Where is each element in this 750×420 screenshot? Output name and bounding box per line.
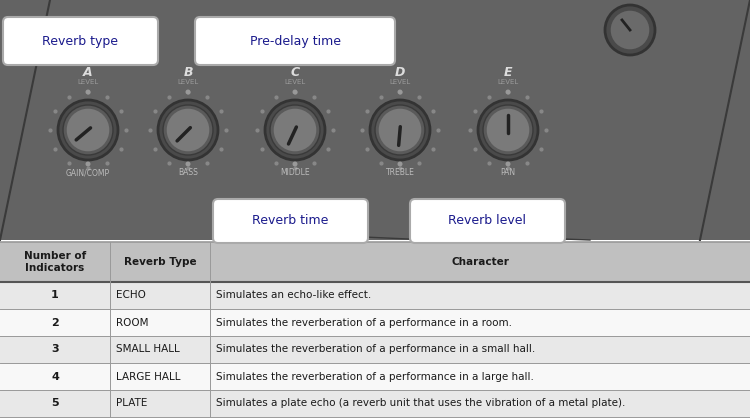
FancyBboxPatch shape [0, 390, 750, 417]
Text: Reverb level: Reverb level [448, 215, 526, 228]
Text: Simulates the reverberation of a performance in a large hall.: Simulates the reverberation of a perform… [216, 372, 534, 381]
Text: 1: 1 [51, 291, 58, 300]
FancyBboxPatch shape [0, 0, 750, 240]
Circle shape [398, 162, 403, 166]
Circle shape [273, 108, 317, 152]
Circle shape [265, 100, 325, 160]
Circle shape [158, 100, 218, 160]
FancyBboxPatch shape [0, 309, 750, 336]
Text: PAN: PAN [500, 168, 515, 177]
Circle shape [506, 89, 511, 94]
Text: MIDDLE: MIDDLE [280, 168, 310, 177]
Text: Character: Character [451, 257, 509, 267]
Text: LEVEL: LEVEL [77, 79, 99, 85]
Text: PLATE: PLATE [116, 399, 147, 409]
Circle shape [185, 89, 190, 94]
FancyBboxPatch shape [0, 242, 750, 282]
Text: Reverb Type: Reverb Type [124, 257, 196, 267]
Text: D: D [394, 66, 405, 79]
Circle shape [486, 108, 530, 152]
Circle shape [370, 100, 430, 160]
Circle shape [478, 100, 538, 160]
Text: Reverb time: Reverb time [252, 215, 328, 228]
Text: ROOM: ROOM [116, 318, 148, 328]
Text: A: A [83, 66, 93, 79]
Text: LARGE HALL: LARGE HALL [116, 372, 181, 381]
FancyBboxPatch shape [195, 17, 395, 65]
Circle shape [270, 105, 320, 155]
Text: B: B [183, 66, 193, 79]
Circle shape [292, 162, 298, 166]
Text: Reverb type: Reverb type [43, 34, 118, 47]
Circle shape [185, 162, 190, 166]
Text: Simulates an echo-like effect.: Simulates an echo-like effect. [216, 291, 371, 300]
Text: TREBLE: TREBLE [386, 168, 415, 177]
Circle shape [610, 10, 650, 50]
Text: Simulates the reverberation of a performance in a small hall.: Simulates the reverberation of a perform… [216, 344, 536, 354]
Text: Simulates a plate echo (a reverb unit that uses the vibration of a metal plate).: Simulates a plate echo (a reverb unit th… [216, 399, 626, 409]
Text: LEVEL: LEVEL [389, 79, 411, 85]
Text: 3: 3 [51, 344, 58, 354]
Circle shape [398, 89, 403, 94]
Circle shape [63, 105, 113, 155]
FancyBboxPatch shape [0, 336, 750, 363]
Circle shape [86, 89, 91, 94]
Text: LEVEL: LEVEL [497, 79, 519, 85]
Text: 2: 2 [51, 318, 58, 328]
Text: BASS: BASS [178, 168, 198, 177]
FancyBboxPatch shape [410, 199, 565, 243]
Circle shape [605, 5, 655, 55]
Text: Number of
Indicators: Number of Indicators [24, 251, 86, 273]
Circle shape [375, 105, 425, 155]
Text: LEVEL: LEVEL [177, 79, 199, 85]
FancyBboxPatch shape [3, 17, 158, 65]
Text: C: C [290, 66, 299, 79]
Text: Pre-delay time: Pre-delay time [250, 34, 340, 47]
Text: ECHO: ECHO [116, 291, 146, 300]
Text: GAIN/COMP: GAIN/COMP [66, 168, 110, 177]
Text: 5: 5 [51, 399, 58, 409]
Circle shape [58, 100, 118, 160]
Circle shape [163, 105, 213, 155]
Circle shape [86, 162, 91, 166]
FancyBboxPatch shape [0, 282, 750, 309]
Circle shape [483, 105, 533, 155]
Text: E: E [504, 66, 512, 79]
Text: Simulates the reverberation of a performance in a room.: Simulates the reverberation of a perform… [216, 318, 512, 328]
Text: LEVEL: LEVEL [284, 79, 306, 85]
Text: SMALL HALL: SMALL HALL [116, 344, 180, 354]
Text: 4: 4 [51, 372, 59, 381]
FancyBboxPatch shape [213, 199, 368, 243]
Circle shape [506, 162, 511, 166]
Circle shape [166, 108, 210, 152]
Circle shape [66, 108, 110, 152]
Circle shape [292, 89, 298, 94]
FancyBboxPatch shape [0, 363, 750, 390]
Circle shape [378, 108, 422, 152]
